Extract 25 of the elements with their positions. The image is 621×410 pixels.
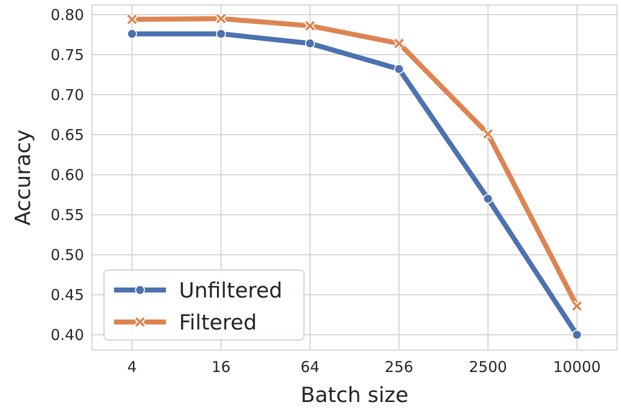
x-tick-label: 2500 bbox=[468, 358, 508, 376]
legend-label: Filtered bbox=[179, 310, 257, 334]
y-tick-label: 0.75 bbox=[50, 46, 84, 64]
point bbox=[572, 330, 582, 340]
point bbox=[482, 194, 493, 204]
y-tick-label: 0.45 bbox=[50, 286, 84, 304]
y-tick-label: 0.60 bbox=[50, 166, 84, 184]
y-tick-label: 0.80 bbox=[50, 6, 84, 24]
point bbox=[305, 38, 316, 48]
y-tick-label: 0.65 bbox=[50, 126, 84, 144]
x-tick-label: 16 bbox=[211, 358, 231, 376]
x-tick-label: 64 bbox=[300, 358, 320, 376]
y-tick-label: 0.40 bbox=[50, 326, 84, 344]
x-tick-label: 10000 bbox=[553, 358, 601, 376]
x-tick-label: 4 bbox=[127, 358, 137, 376]
y-tick-label: 0.55 bbox=[50, 206, 84, 224]
y-tick-label: 0.70 bbox=[50, 86, 84, 104]
x-tick-label: 256 bbox=[384, 358, 414, 376]
point bbox=[216, 28, 226, 39]
x-axis-title: Batch size bbox=[300, 383, 408, 407]
point bbox=[394, 64, 404, 74]
point bbox=[127, 28, 138, 39]
legend-label: Unfiltered bbox=[179, 278, 282, 302]
y-tick-label: 0.50 bbox=[50, 246, 84, 264]
y-axis-title: Accuracy bbox=[11, 130, 35, 226]
